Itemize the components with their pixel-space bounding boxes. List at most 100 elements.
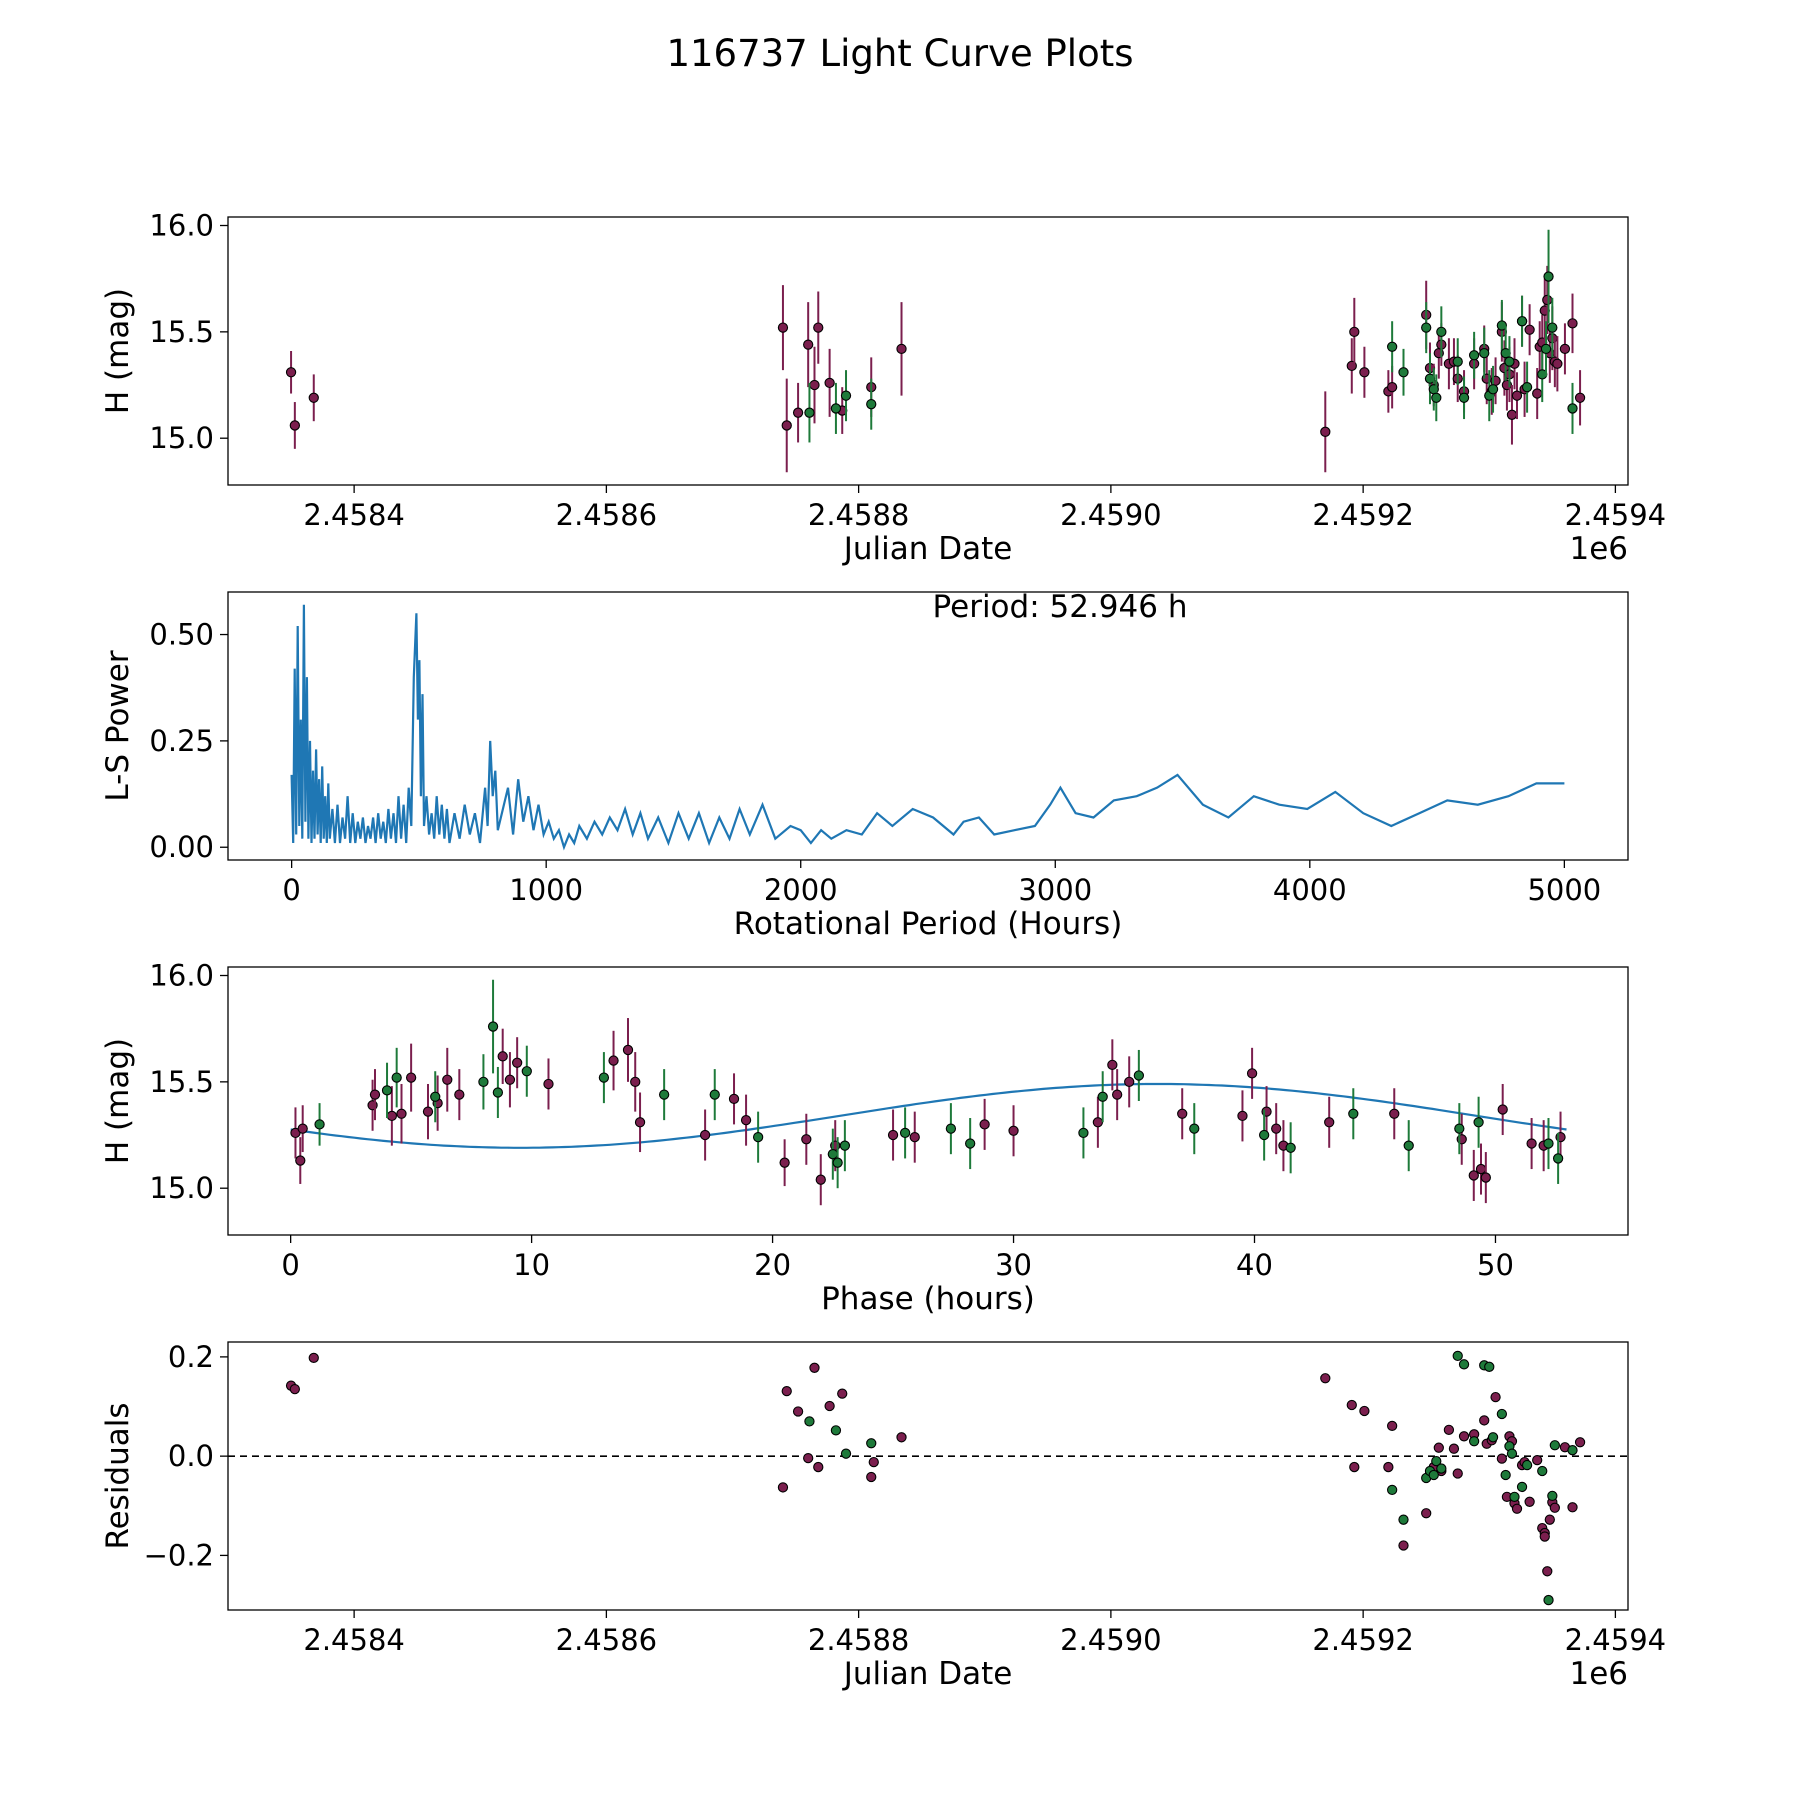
data-point [815, 1174, 826, 1185]
data-point [1097, 1091, 1108, 1102]
data-point [965, 1138, 976, 1149]
x-tick-label: 2.4588 [808, 498, 909, 532]
data-point [1526, 1138, 1537, 1149]
data-point [381, 1085, 393, 1096]
data-point [1479, 1415, 1490, 1426]
data-point [1516, 1481, 1528, 1493]
data-point [1452, 1350, 1463, 1362]
x-offset-label: 1e6 [1569, 531, 1628, 567]
y-tick-label: 0.2 [168, 1340, 214, 1374]
data-point [1543, 1138, 1554, 1149]
data-point [728, 1093, 740, 1105]
data-point [1552, 1153, 1564, 1164]
data-point [1324, 1117, 1335, 1128]
data-point [1458, 1359, 1470, 1370]
data-point [1320, 426, 1331, 437]
data-point [781, 420, 792, 431]
data-point [1567, 318, 1578, 329]
data-point [1506, 1448, 1518, 1459]
data-point [1246, 1068, 1258, 1079]
x-tick-label: 2.4586 [556, 498, 657, 532]
data-point [1124, 1076, 1135, 1088]
data-point [1496, 1453, 1508, 1464]
axes-frame [227, 966, 1629, 1236]
data-point [478, 1076, 489, 1088]
data-point [1542, 294, 1553, 306]
data-point [1543, 1594, 1554, 1606]
x-axis-label: Julian Date [842, 531, 1013, 567]
x-tick-label: 1000 [509, 873, 583, 907]
data-point [308, 392, 319, 403]
data-point [1542, 1566, 1553, 1577]
x-axis-label: Phase (hours) [821, 1281, 1035, 1317]
data-point [422, 1106, 434, 1117]
data-point [1543, 271, 1554, 282]
data-point [866, 1471, 877, 1483]
data-point [1539, 1531, 1550, 1542]
data-point [1271, 1123, 1282, 1134]
x-axis-label: Rotational Period (Hours) [734, 906, 1123, 942]
data-point [1509, 1491, 1520, 1502]
x-tick-label: 2.4594 [1565, 498, 1666, 532]
data-point [1349, 1461, 1360, 1473]
axes-frame [227, 216, 1629, 486]
data-point [1473, 1117, 1484, 1128]
x-tick-label: 2.4584 [303, 498, 404, 532]
y-tick-label: 15.5 [149, 1065, 214, 1099]
plot-area [290, 979, 1567, 1206]
x-tick-label: 20 [754, 1248, 791, 1282]
data-point [1443, 1424, 1455, 1435]
data-point [1468, 1436, 1480, 1447]
data-point [1524, 1496, 1535, 1507]
data-point [1567, 1445, 1578, 1456]
data-point [827, 1149, 838, 1160]
data-point [1107, 1059, 1118, 1070]
data-point [792, 1406, 804, 1417]
y-tick-label: 0.25 [149, 724, 214, 758]
x-offset-label: 1e6 [1569, 1656, 1628, 1692]
periodogram-line [290, 604, 1565, 851]
data-point [1359, 367, 1370, 378]
x-tick-label: 0 [281, 1248, 299, 1282]
data-point [1547, 1490, 1558, 1502]
data-point [1506, 409, 1518, 420]
data-point [1468, 1170, 1479, 1181]
data-point [289, 1383, 300, 1395]
data-point [909, 1132, 920, 1143]
data-point [1480, 1172, 1491, 1183]
data-point [1532, 388, 1543, 399]
x-tick-label: 2.4588 [808, 1623, 909, 1657]
data-point [1448, 1443, 1460, 1454]
data-point [1487, 1432, 1499, 1443]
data-point [1348, 1108, 1359, 1119]
data-point [752, 1132, 764, 1143]
data-point [832, 1157, 843, 1168]
data-point [1537, 1465, 1548, 1477]
data-point [1574, 1437, 1586, 1448]
data-point [896, 1432, 907, 1443]
data-point [1511, 390, 1523, 401]
data-point [1567, 403, 1578, 414]
data-point [830, 403, 842, 414]
data-point [497, 1051, 508, 1062]
y-tick-label: 16.0 [149, 959, 214, 993]
data-point [1547, 322, 1558, 333]
x-tick-label: 2.4586 [556, 1623, 657, 1657]
data-point [295, 1155, 306, 1166]
data-point [1346, 1399, 1357, 1411]
x-tick-label: 40 [1236, 1248, 1273, 1282]
data-point [1484, 1361, 1495, 1372]
data-point [1431, 392, 1442, 403]
y-tick-label: 0.50 [149, 618, 214, 652]
data-point [781, 1385, 792, 1397]
data-point [824, 377, 835, 389]
data-point [804, 1416, 815, 1427]
data-point [1398, 367, 1409, 378]
axes-frame [227, 1341, 1629, 1611]
y-axis-label: L-S Power [100, 650, 136, 801]
data-point [1428, 1469, 1439, 1481]
data-point [1475, 1163, 1487, 1175]
data-point [1398, 1514, 1409, 1525]
data-point [285, 367, 297, 378]
